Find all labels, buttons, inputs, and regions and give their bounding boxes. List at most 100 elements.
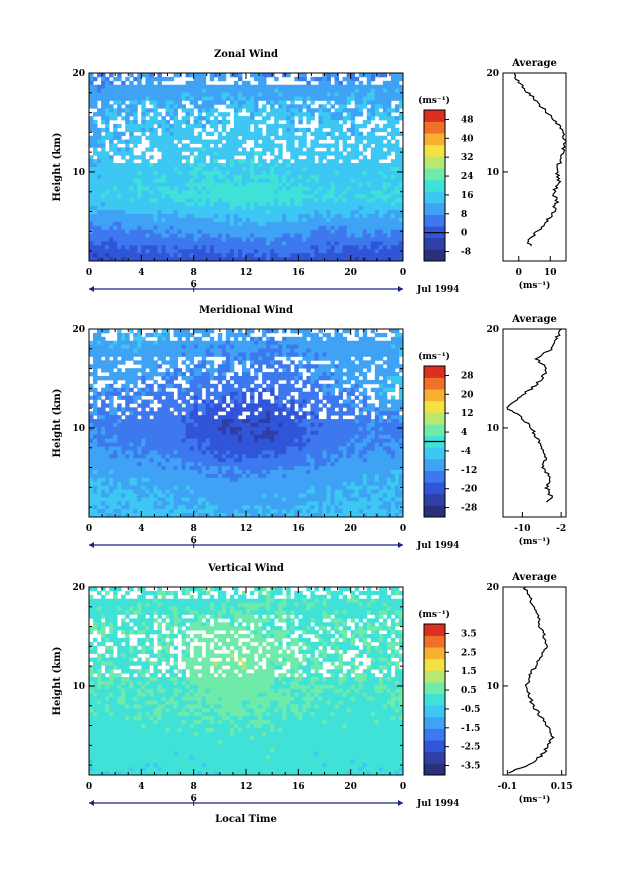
panel0-cell [302,131,307,137]
panel0-cell [109,143,114,148]
panel0-cell [334,135,339,140]
panel1-cell [181,329,187,334]
panel1-cell [129,419,134,424]
panel1-cell [318,352,323,357]
panel0-cell [201,249,207,254]
panel1-cell [225,352,231,357]
panel0-cell [326,198,331,203]
panel0-cell [254,108,259,113]
panel1-cell [229,348,235,353]
panel0-cell [165,206,170,211]
panel1-cell [258,423,263,428]
panel0-cell [169,143,174,148]
panel0-cell [350,210,356,215]
panel0-cell [330,143,335,148]
panel0-cell [266,194,271,199]
panel1-cell [342,344,348,349]
panel0-cell [390,214,396,219]
panel1-cell [173,383,178,389]
panel0-cell [197,116,203,121]
panel1-cell [121,336,126,342]
panel1-cell [334,383,339,389]
panel0-cell [193,104,199,109]
panel0-cell [169,202,174,207]
panel1-cell [177,407,182,412]
panel1-cell [157,340,162,346]
panel0-cell [342,167,348,172]
panel0-cell [386,84,392,90]
panel1-cell [326,391,331,396]
panel0-cell [334,245,339,250]
panel0-cell [161,143,166,148]
panel0-cell [298,135,303,140]
panel1-cell [250,360,255,365]
panel0-cell [165,76,170,82]
panel1-cell [233,415,239,420]
panel1-cell [318,376,323,381]
panel1-cell [350,399,356,404]
panel0-cell [330,123,335,129]
panel0-cell [294,135,299,140]
panel0-cell [346,170,352,176]
panel0-cell [225,167,231,172]
panel0-cell [382,167,388,172]
panel0-cell [181,104,187,109]
panel1-cell [189,360,195,365]
panel1-cell [250,348,255,353]
panel1-cell [382,426,388,432]
panel0-cell [314,233,319,238]
panel0-cell [161,159,166,164]
panel0-cell [109,182,114,187]
panel1-cell [310,426,315,432]
panel1-cell [366,344,372,349]
panel0-cell [233,159,239,164]
panel1-cell [105,344,110,349]
panel0-cell [250,257,255,262]
panel0-cell [330,104,335,109]
panel0-cell [342,143,348,148]
panel0-cell [173,167,178,172]
panel1-cell [358,423,364,428]
panel0-cell [334,120,339,125]
panel0-cell [398,217,404,223]
panel0-cell [278,210,283,215]
panel0-cell [101,159,106,164]
panel0-cell [181,249,187,254]
panel0-cell [398,116,404,121]
panel1-cell [266,360,271,365]
panel0-cell [270,225,275,231]
panel1-cell [101,360,106,365]
panel0-cell [237,214,243,219]
panel0-cell [350,80,356,86]
panel0-cell [213,163,219,168]
panel1-cell [318,372,323,377]
panel0-cell [382,221,388,227]
panel1-cell [330,423,335,428]
panel0-cell [366,159,372,164]
panel0-cell [310,186,315,191]
panel1-cell [117,387,122,393]
panel0-cell [221,229,227,234]
panel0-cell [306,167,311,172]
panel0-cell [209,237,215,242]
panel1-cell [314,415,319,420]
panel0-cell [205,210,211,215]
panel1-cell [225,426,231,432]
panel0-cell [121,190,126,195]
panel0-cell [137,190,142,195]
panel1-cell [153,340,158,346]
panel0-cell [382,190,388,195]
panel0-cell [97,96,102,101]
panel0-cell [294,92,299,97]
panel0-cell [334,108,339,113]
panel0-cell [229,174,235,180]
panel0-cell [169,217,174,223]
panel0-cell [298,194,303,199]
panel1-cell [109,411,114,416]
panel0-cell [233,104,239,109]
panel0-cell [213,210,219,215]
panel0-cell [302,92,307,97]
panel1-cell [141,411,146,416]
panel0-cell [165,186,170,191]
panel1-cell [185,344,191,349]
